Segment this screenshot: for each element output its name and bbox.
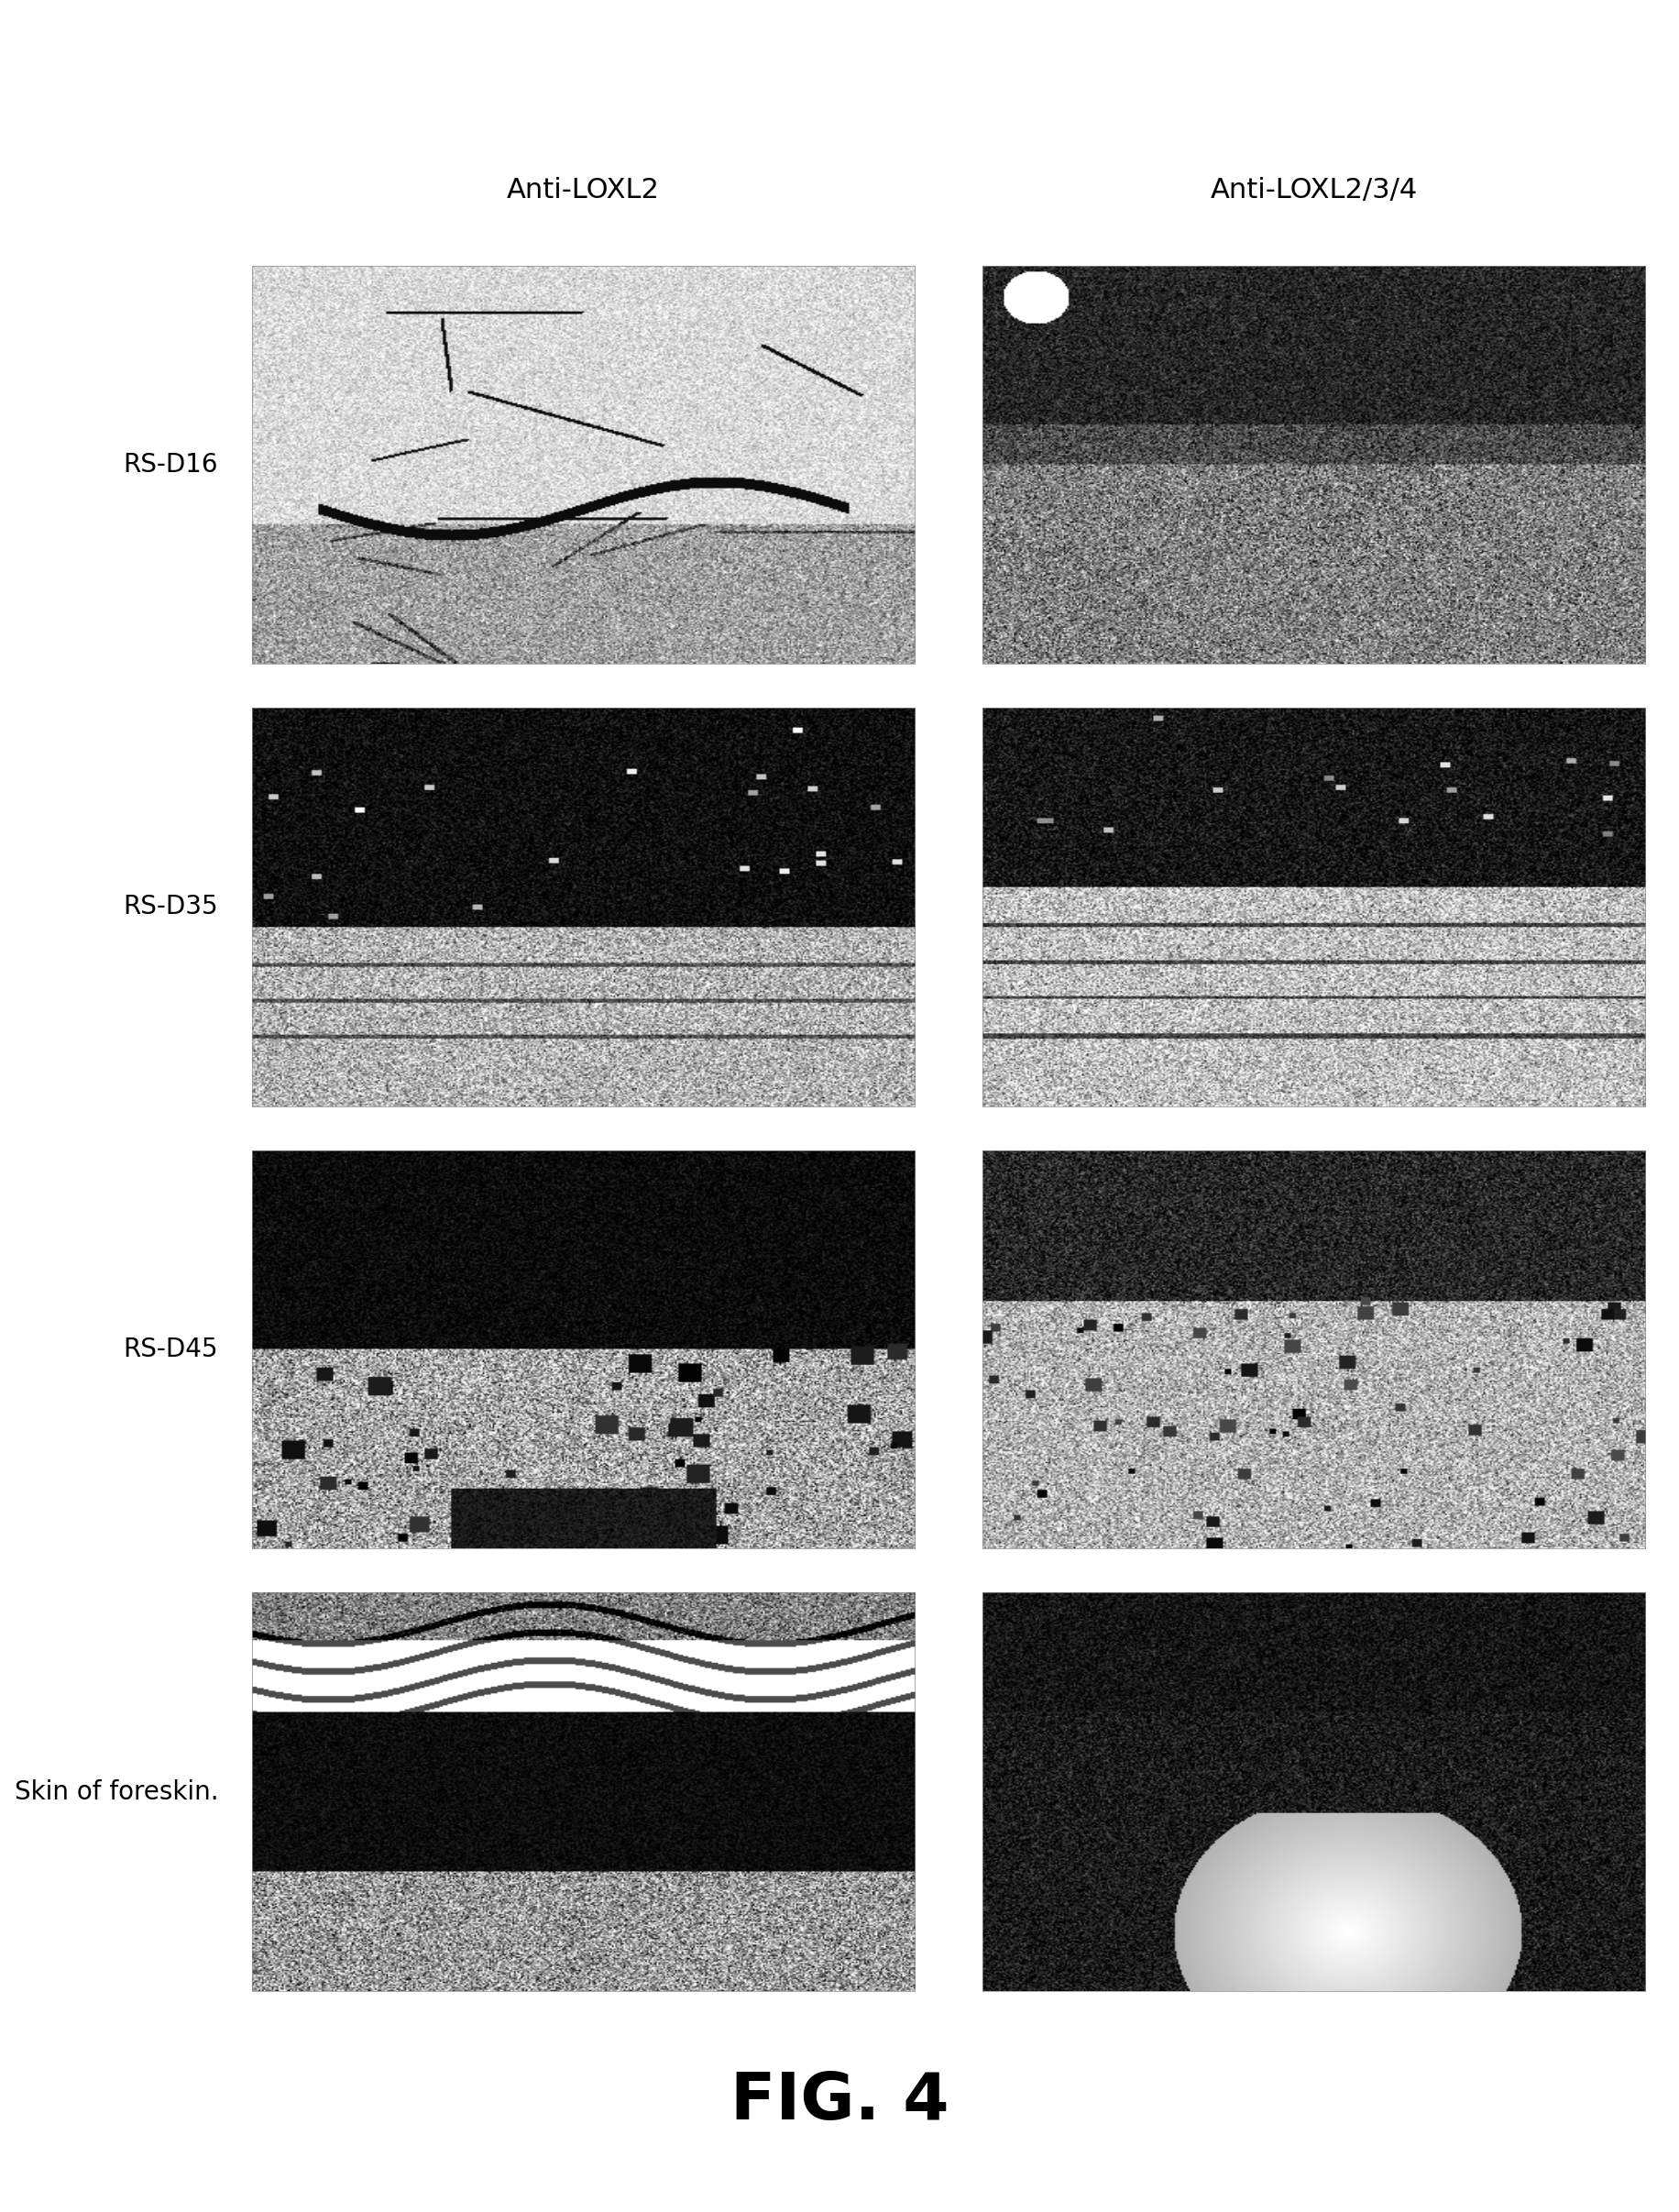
Text: FIG. 4: FIG. 4	[730, 2070, 949, 2132]
Text: RS-D35: RS-D35	[123, 894, 218, 920]
Text: RS-D45: RS-D45	[124, 1336, 218, 1363]
Text: Skin of foreskin.: Skin of foreskin.	[13, 1778, 218, 1805]
Text: Anti-LOXL2: Anti-LOXL2	[507, 177, 660, 204]
Text: RS-D16: RS-D16	[124, 451, 218, 478]
Text: Anti-LOXL2/3/4: Anti-LOXL2/3/4	[1211, 177, 1417, 204]
